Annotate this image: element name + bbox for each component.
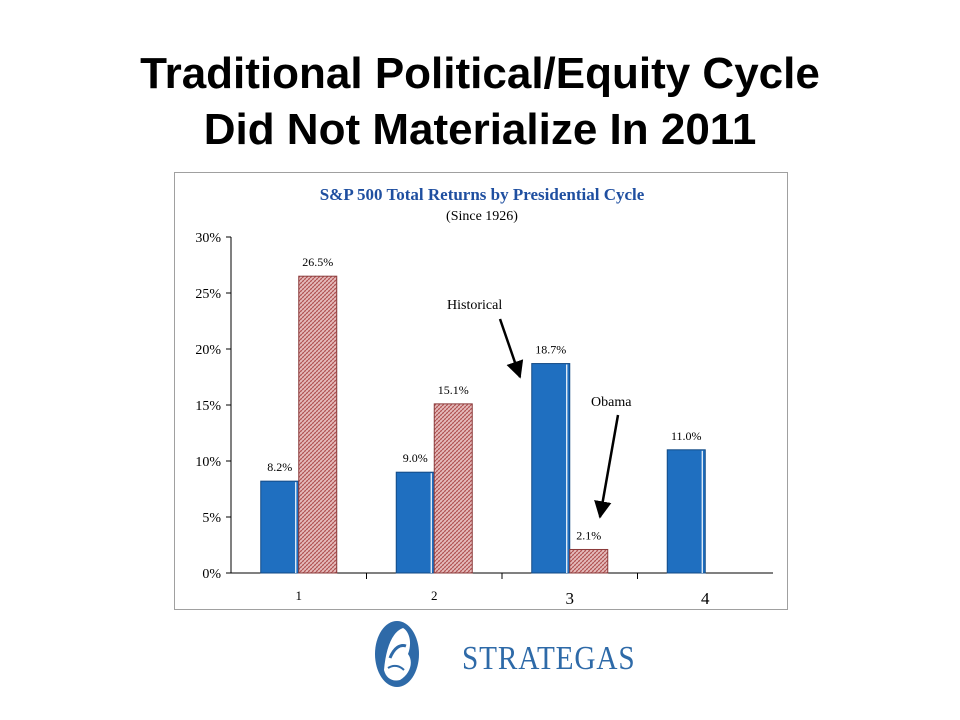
slide-title-line1: Traditional Political/Equity Cycle <box>140 49 820 98</box>
y-tick-label: 20% <box>195 343 221 358</box>
bar-historical <box>260 480 300 574</box>
y-tick-label: 30% <box>195 231 221 246</box>
bar-historical <box>666 449 706 574</box>
data-label: 9.0% <box>403 451 428 465</box>
bar-chart: S&P 500 Total Returns by Presidential Cy… <box>195 185 773 608</box>
y-tick-label: 5% <box>202 511 221 526</box>
chart-title: S&P 500 Total Returns by Presidential Cy… <box>320 185 645 204</box>
annotation-arrow-obama <box>594 414 620 519</box>
chart-subtitle: (Since 1926) <box>446 209 518 224</box>
plot-area: 0% 5% 10% 15% 20% 25% 30% 1 8.2% 26.5% 2 9.0% 15.1% 3… <box>195 231 773 608</box>
bar-historical <box>531 363 571 574</box>
x-tick-label: 3 <box>566 589 575 608</box>
y-tick-label: 0% <box>202 567 221 582</box>
y-tick-label: 10% <box>195 455 221 470</box>
x-tick-label: 1 <box>296 588 303 603</box>
logo-wordmark: STRATEGAS <box>462 640 636 677</box>
bar-obama <box>433 403 473 574</box>
annotation-arrow-historical <box>498 318 524 379</box>
strategas-logo <box>375 621 419 687</box>
bar-obama <box>569 548 609 574</box>
bar-historical <box>395 471 435 574</box>
annotation-obama: Obama <box>591 395 632 410</box>
y-tick-label: 25% <box>195 287 221 302</box>
slide-title-line2: Did Not Materialize In 2011 <box>203 105 757 154</box>
chart-frame: S&P 500 Total Returns by Presidential Cy… <box>174 172 788 610</box>
bar-obama <box>298 275 338 574</box>
annotation-historical: Historical <box>447 298 502 313</box>
data-label: 8.2% <box>267 460 292 474</box>
slide-title: Traditional Political/Equity Cycle Did N… <box>0 46 960 158</box>
data-label: 11.0% <box>671 429 702 443</box>
data-label: 18.7% <box>535 343 566 357</box>
data-label: 2.1% <box>576 528 601 542</box>
x-tick-label: 4 <box>701 589 710 608</box>
x-tick-label: 2 <box>431 588 438 603</box>
data-label: 26.5% <box>302 255 333 269</box>
y-tick-label: 15% <box>195 399 221 414</box>
data-label: 15.1% <box>438 383 469 397</box>
